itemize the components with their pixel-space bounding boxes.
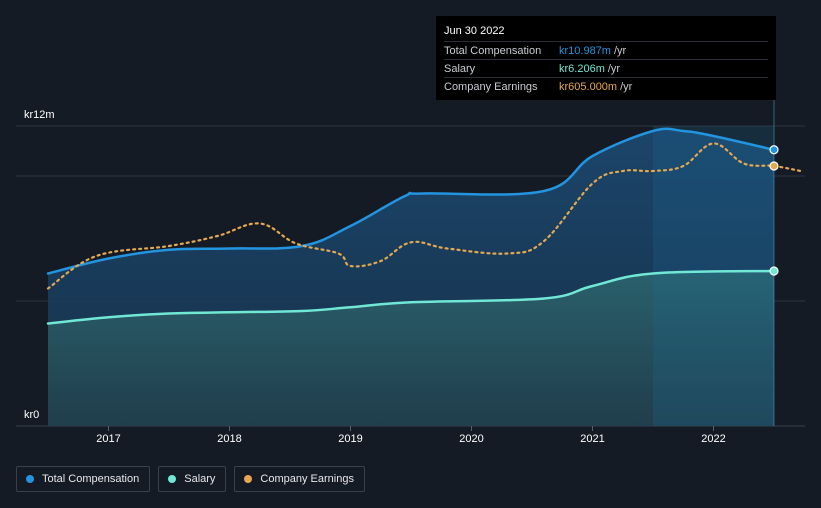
x-tick-label: 2017: [96, 433, 120, 445]
legend-item-company-earnings[interactable]: Company Earnings: [234, 466, 365, 492]
company-earnings-marker: [769, 161, 779, 171]
tooltip-label: Company Earnings: [444, 80, 538, 93]
x-axis-ticks: 2017 2018 2019 2020 2021 2022: [96, 426, 726, 445]
legend-item-salary[interactable]: Salary: [158, 466, 227, 492]
y-label-bottom: kr0: [24, 409, 39, 421]
company-earnings-line: [46, 142, 802, 290]
legend-label: Total Compensation: [42, 473, 140, 485]
highlight-band: [653, 126, 774, 426]
x-tick-label: 2020: [459, 433, 483, 445]
tooltip-label: Total Compensation: [444, 44, 542, 57]
tooltip: Jun 30 2022 Total Compensation kr10.987m…: [436, 16, 776, 100]
legend-dot-icon: [26, 475, 34, 483]
tooltip-row-earnings: Company Earnings kr605.000m /yr: [444, 77, 768, 95]
tooltip-label: Salary: [444, 62, 476, 75]
tooltip-value: kr10.987m: [559, 44, 611, 57]
y-label-top: kr12m: [24, 109, 55, 121]
tooltip-unit: /yr: [620, 80, 633, 93]
salary-area: [48, 271, 774, 426]
salary-marker: [769, 266, 779, 276]
legend-item-total-compensation[interactable]: Total Compensation: [16, 466, 151, 492]
x-tick-label: 2018: [217, 433, 241, 445]
series-lines: [46, 127, 802, 325]
tooltip-unit: /yr: [613, 44, 627, 57]
tooltip-date: Jun 30 2022: [444, 25, 505, 37]
legend-label: Salary: [184, 473, 216, 485]
legend-label: Company Earnings: [260, 473, 354, 485]
x-tick-label: 2021: [580, 433, 604, 445]
tooltip-unit: /yr: [607, 62, 621, 75]
legend: Total Compensation Salary Company Earnin…: [16, 466, 365, 492]
hover-markers: [769, 145, 779, 276]
tooltip-row-total: Total Compensation kr10.987m /yr: [444, 41, 768, 59]
legend-dot-icon: [168, 475, 177, 483]
tooltip-value: kr605.000m: [559, 80, 618, 93]
legend-dot-icon: [244, 475, 253, 483]
tooltip-row-salary: Salary kr6.206m /yr: [444, 59, 768, 77]
salary-line: [46, 269, 776, 325]
total-compensation-marker: [769, 145, 779, 155]
x-tick-label: 2022: [701, 433, 725, 445]
x-tick-label: 2019: [338, 433, 362, 445]
total-compensation-line: [46, 127, 776, 275]
tooltip-value: kr6.206m: [559, 62, 605, 75]
series-areas: [48, 128, 774, 426]
